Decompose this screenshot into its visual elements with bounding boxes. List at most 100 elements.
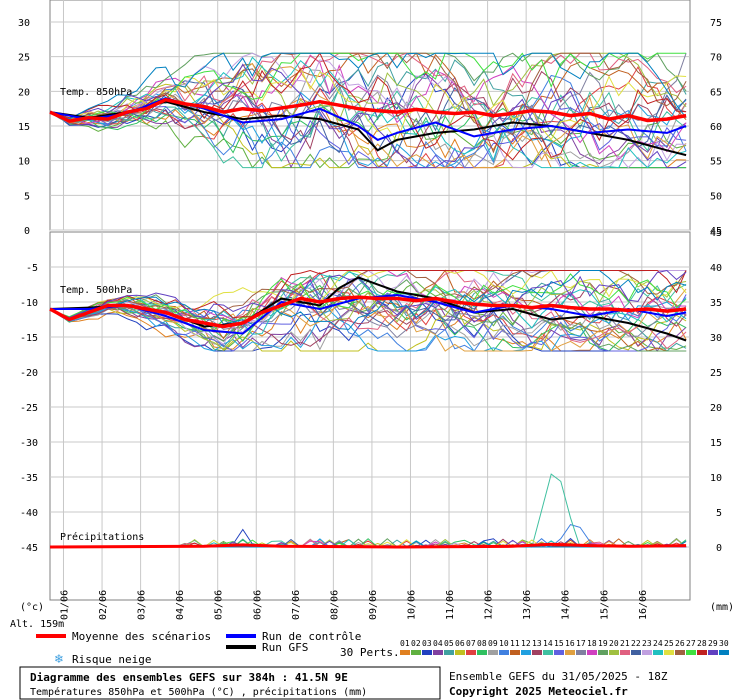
- y-tick-left: 20: [18, 87, 30, 98]
- pert-swatch: [719, 650, 729, 655]
- y-tick-left: -25: [20, 403, 38, 414]
- y-tick-right: 50: [710, 191, 722, 202]
- label-850hpa: Temp. 850hPa: [60, 87, 132, 98]
- pert-number: 24: [653, 639, 663, 648]
- ensemble-member-line: [49, 70, 687, 169]
- y-tick-left: 5: [24, 191, 30, 202]
- ensemble-member-line: [49, 288, 687, 352]
- x-tick-label: 05/06: [214, 590, 225, 620]
- plot-frames: [49, 0, 691, 601]
- pert-number: 02: [411, 639, 421, 648]
- x-tick-label: 08/06: [329, 590, 340, 620]
- pert-number: 03: [422, 639, 432, 648]
- label-precip: Précipitations: [60, 531, 144, 543]
- pert-number: 28: [697, 639, 707, 648]
- ensemble-member-line: [49, 270, 687, 330]
- pert-swatch: [620, 650, 630, 655]
- legend-control-label: Run de contrôle: [262, 630, 361, 643]
- pert-swatch: [653, 650, 663, 655]
- pert-number: 18: [587, 639, 597, 648]
- perturbation-legend: 01 02 03 04 05 06 07 08 09 10 11 12 13 14 15 16 17 18 19 20…: [400, 639, 729, 655]
- pert-number: 10: [499, 639, 509, 648]
- pert-swatch: [543, 650, 553, 655]
- y-tick-left: -45: [20, 543, 38, 554]
- pert-number: 27: [686, 639, 696, 648]
- pert-swatch: [708, 650, 718, 655]
- legend-perts-label: 30 Perts.: [340, 646, 400, 659]
- ensemble-member-line: [49, 52, 687, 161]
- label-500hpa: Temp. 500hPa: [60, 285, 132, 296]
- pert-number: 30: [719, 639, 729, 648]
- mean-500-line: [49, 295, 687, 329]
- pert-number: 11: [510, 639, 520, 648]
- footer-copyright: Copyright 2025 Meteociel.fr: [449, 685, 628, 698]
- pert-swatch: [587, 650, 597, 655]
- x-tick-label: 11/06: [445, 590, 456, 620]
- pert-number: 05: [444, 639, 454, 648]
- pert-swatch: [477, 650, 487, 655]
- pert-swatch: [675, 650, 685, 655]
- y-tick-right: 10: [710, 473, 722, 484]
- y-tick-right: 30: [710, 333, 722, 344]
- ensemble-member-line: [49, 302, 687, 352]
- y-tick-right: 45: [710, 228, 722, 239]
- grid-lines: [50, 0, 690, 600]
- ensemble-members: [49, 52, 687, 548]
- ensemble-member-line: [49, 66, 687, 143]
- axis-tick-labels: 01/06 02/06 03/06 04/06 05/06 06/06 07/06 08/06…: [18, 18, 722, 620]
- legend-gfs-label: Run GFS: [262, 641, 308, 654]
- legend-snow-label: Risque neige: [72, 653, 151, 666]
- pert-swatch: [499, 650, 509, 655]
- pert-swatch: [455, 650, 465, 655]
- pert-swatch: [554, 650, 564, 655]
- altitude-label: Alt. 159m: [10, 619, 64, 630]
- pert-swatch: [576, 650, 586, 655]
- x-tick-label: 14/06: [561, 590, 572, 620]
- footer-subtitle: Températures 850hPa et 500hPa (°C) , pré…: [30, 686, 367, 698]
- y-tick-right: 25: [710, 368, 722, 379]
- y-tick-left: -35: [20, 473, 38, 484]
- x-tick-label: 09/06: [368, 590, 379, 620]
- y-tick-right: 15: [710, 438, 722, 449]
- pert-swatch: [433, 650, 443, 655]
- pert-number: 15: [554, 639, 564, 648]
- x-tick-label: 01/06: [59, 590, 70, 620]
- main-series: [49, 97, 687, 549]
- pert-number: 04: [433, 639, 443, 648]
- y-tick-left: -5: [26, 263, 38, 274]
- x-tick-label: 13/06: [522, 590, 533, 620]
- pert-swatch: [400, 650, 410, 655]
- y-tick-left: -40: [20, 508, 38, 519]
- pert-swatch: [565, 650, 575, 655]
- y-tick-left: 25: [18, 53, 30, 64]
- pert-swatch: [642, 650, 652, 655]
- pert-number: 22: [631, 639, 641, 648]
- ensemble-member-line: [49, 278, 687, 352]
- y-tick-right: 55: [710, 157, 722, 168]
- pert-number: 16: [565, 639, 575, 648]
- y-tick-right: 35: [710, 298, 722, 309]
- y-tick-left: 0: [24, 226, 30, 237]
- x-tick-label: 02/06: [98, 590, 109, 620]
- pert-number: 13: [532, 639, 542, 648]
- y-tick-right: 0: [716, 543, 722, 554]
- pert-swatch: [510, 650, 520, 655]
- pert-number: 29: [708, 639, 718, 648]
- pert-number: 20: [609, 639, 619, 648]
- ensemble-member-line: [49, 52, 687, 169]
- ensemble-member-line: [49, 52, 687, 120]
- y-tick-right: 65: [710, 87, 722, 98]
- pert-number: 12: [521, 639, 531, 648]
- pert-number: 06: [455, 639, 465, 648]
- pert-number: 14: [543, 639, 553, 648]
- x-tick-label: 10/06: [406, 590, 417, 620]
- pert-number: 23: [642, 639, 652, 648]
- y-tick-left: 15: [18, 122, 30, 133]
- pert-swatch: [532, 650, 542, 655]
- pert-swatch: [466, 650, 476, 655]
- pert-number: 19: [598, 639, 608, 648]
- ensemble-member-line: [49, 66, 687, 169]
- ensemble-member-line: [49, 54, 687, 160]
- pert-number: 07: [466, 639, 476, 648]
